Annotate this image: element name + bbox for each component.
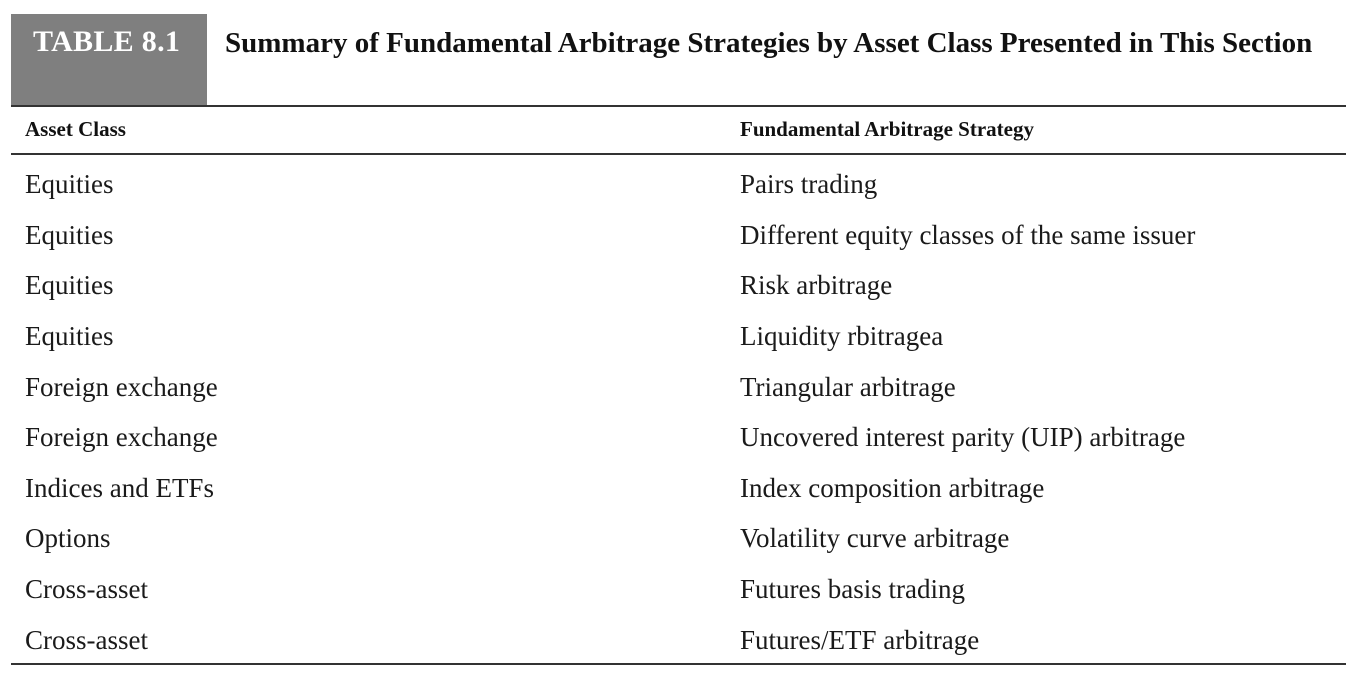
cell-asset-class: Foreign exchange [25, 371, 218, 402]
cell-strategy: Liquidity rbitragea [740, 321, 944, 352]
cell-strategy: Futures/ETF arbitrage [740, 624, 980, 655]
cell-strategy: Futures basis trading [740, 574, 965, 605]
table-row: Equities Liquidity rbitragea [11, 311, 1346, 362]
table-row: Indices and ETFs Index composition arbit… [11, 463, 1346, 514]
table-row: Foreign exchange Triangular arbitrage [11, 362, 1346, 413]
cell-asset-class: Foreign exchange [25, 422, 218, 453]
table-body: Equities Pairs trading Equities Differen… [11, 160, 1346, 666]
cell-strategy: Volatility curve arbitrage [740, 523, 1010, 554]
cell-asset-class: Options [25, 523, 111, 554]
cell-asset-class: Equities [25, 321, 114, 352]
column-header-asset-class: Asset Class [25, 117, 126, 141]
table-row: Cross-asset Futures basis trading [11, 564, 1346, 615]
cell-strategy: Risk arbitrage [740, 270, 893, 301]
table-row: Equities Risk arbitrage [11, 261, 1346, 312]
cell-strategy: Uncovered interest parity (UIP) arbitrag… [740, 422, 1186, 453]
cell-asset-class: Equities [25, 169, 114, 200]
table-container: TABLE 8.1 Summary of Fundamental Arbitra… [11, 14, 1346, 666]
cell-asset-class: Cross-asset [25, 624, 148, 655]
column-header-row: Asset Class Fundamental Arbitrage Strate… [11, 107, 1346, 153]
cell-asset-class: Equities [25, 219, 114, 250]
table-header: TABLE 8.1 Summary of Fundamental Arbitra… [11, 14, 1346, 105]
table-row: Foreign exchange Uncovered interest pari… [11, 412, 1346, 463]
cell-asset-class: Equities [25, 270, 114, 301]
cell-strategy: Index composition arbitrage [740, 472, 1045, 503]
cell-asset-class: Cross-asset [25, 574, 148, 605]
table-row: Equities Different equity classes of the… [11, 210, 1346, 261]
top-rule [11, 105, 1346, 107]
table-row: Cross-asset Futures/ETF arbitrage [11, 615, 1346, 666]
cell-asset-class: Indices and ETFs [25, 472, 214, 503]
cell-strategy: Different equity classes of the same iss… [740, 219, 1196, 250]
bottom-rule [11, 663, 1346, 666]
cell-strategy: Pairs trading [740, 169, 878, 200]
column-header-strategy: Fundamental Arbitrage Strategy [740, 117, 1034, 141]
table-row: Equities Pairs trading [11, 160, 1346, 211]
table-row: Options Volatility curve arbitrage [11, 514, 1346, 565]
header-rule [11, 152, 1346, 155]
table-title: Summary of Fundamental Arbitrage Strateg… [225, 27, 1313, 59]
table-label: TABLE 8.1 [11, 14, 207, 105]
cell-strategy: Triangular arbitrage [740, 371, 956, 402]
